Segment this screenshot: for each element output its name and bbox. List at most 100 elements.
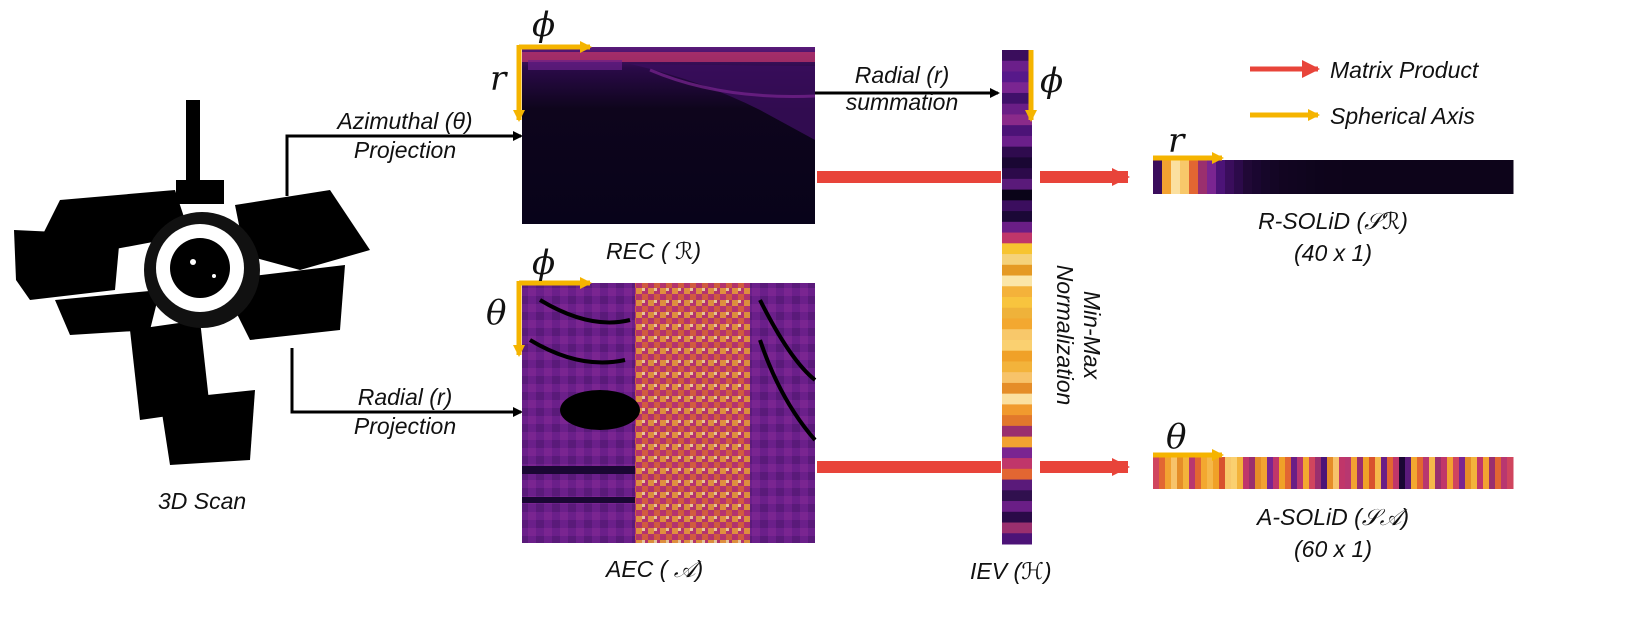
azimuthal-line2: Projection xyxy=(353,137,457,163)
r-solid-strip xyxy=(1153,160,1514,194)
a-solid-cell xyxy=(1249,457,1256,489)
aec-spherical-axes xyxy=(513,277,592,357)
r-solid-cell xyxy=(1504,160,1514,194)
iev-cell xyxy=(1002,468,1032,481)
iev-cell xyxy=(1002,135,1032,148)
a-solid-cell xyxy=(1447,457,1454,489)
iev-cell xyxy=(1002,372,1032,384)
normalization-line2: Normalization xyxy=(1052,264,1078,406)
iev-cell xyxy=(1002,82,1032,94)
r-solid-cell xyxy=(1432,160,1442,194)
a-solid-cell xyxy=(1357,457,1364,489)
a-solid-cell xyxy=(1453,457,1460,489)
iev-cell xyxy=(1002,425,1032,438)
a-solid-cell xyxy=(1153,457,1160,489)
r-solid-cell xyxy=(1405,160,1415,194)
iev-cell xyxy=(1002,146,1032,158)
iev-cell xyxy=(1002,479,1032,491)
iev-cell xyxy=(1002,307,1032,319)
iev-cell xyxy=(1002,189,1032,201)
radial-proj-line1: Radial (r) xyxy=(357,384,453,410)
a-solid-cell xyxy=(1207,457,1214,489)
iev-cell xyxy=(1002,50,1032,62)
a-solid-cell xyxy=(1177,457,1184,489)
iev-cell xyxy=(1002,114,1032,126)
a-solid-cell xyxy=(1351,457,1358,489)
iev-cell xyxy=(1002,533,1032,545)
iev-cell xyxy=(1002,339,1032,352)
r-solid-cell xyxy=(1396,160,1406,194)
r-solid-cell xyxy=(1315,160,1325,194)
a-solid-title: A-SOLiD (𝒮𝒜) xyxy=(1256,504,1409,530)
a-solid-cell xyxy=(1363,457,1370,489)
iev-cell xyxy=(1002,221,1032,234)
iev-cell xyxy=(1002,168,1032,180)
r-solid-cell xyxy=(1252,160,1262,194)
a-solid-cell xyxy=(1267,457,1274,489)
r-solid-title: R-SOLiD (𝒮ℛ) xyxy=(1258,208,1408,234)
point-cloud-scan xyxy=(14,100,370,465)
r-solid-cell xyxy=(1495,160,1505,194)
a-solid-cell xyxy=(1171,457,1178,489)
rec-heatmap xyxy=(522,47,816,224)
a-solid-cell xyxy=(1339,457,1346,489)
azimuthal-projection-label: Azimuthal (θ) Projection xyxy=(300,110,510,162)
a-solid-cell xyxy=(1477,457,1484,489)
r-solid-cell xyxy=(1198,160,1208,194)
a-solid-cell xyxy=(1375,457,1382,489)
r-solid-cell xyxy=(1279,160,1289,194)
a-solid-cell xyxy=(1297,457,1304,489)
iev-cell xyxy=(1002,254,1032,266)
a-solid-cell xyxy=(1165,457,1172,489)
aec-theta-symbol: θ xyxy=(486,293,507,333)
r-solid-cell xyxy=(1216,160,1226,194)
iev-cell xyxy=(1002,200,1032,212)
a-solid-cell xyxy=(1183,457,1190,489)
iev-cell xyxy=(1002,71,1032,83)
r-solid-cell xyxy=(1162,160,1172,194)
iev-cell xyxy=(1002,103,1032,115)
iev-cell xyxy=(1002,490,1032,502)
r-solid-cell xyxy=(1477,160,1487,194)
r-solid-cell xyxy=(1171,160,1181,194)
a-solid-cell xyxy=(1285,457,1292,489)
a-solid-cell xyxy=(1435,457,1442,489)
r-solid-cell xyxy=(1243,160,1253,194)
a-solid-cell xyxy=(1195,457,1202,489)
iev-cell xyxy=(1002,318,1032,330)
r-solid-cell xyxy=(1288,160,1298,194)
a-solid-strip xyxy=(1153,457,1514,489)
iev-vector-strip xyxy=(1002,50,1032,545)
iev-cell xyxy=(1002,329,1032,341)
iev-cell xyxy=(1002,157,1032,169)
rec-phi-symbol: ϕ xyxy=(532,5,556,45)
a-solid-cell xyxy=(1309,457,1316,489)
normalization-line1: Min-Max xyxy=(1079,290,1105,380)
aec-label: AEC ( 𝒜) xyxy=(606,556,704,582)
a-solid-cell xyxy=(1231,457,1238,489)
a-solid-cell xyxy=(1219,457,1226,489)
radial-projection-arrow xyxy=(290,348,523,417)
iev-cell xyxy=(1002,275,1032,287)
a-solid-cell xyxy=(1495,457,1502,489)
a-solid-cell xyxy=(1381,457,1388,489)
a-solid-size: (60 x 1) xyxy=(1294,536,1372,562)
iev-cell xyxy=(1002,125,1032,137)
iev-label: IEV (ℋ) xyxy=(970,558,1052,584)
a-solid-cell xyxy=(1243,457,1250,489)
iev-cell xyxy=(1002,264,1032,277)
a-solid-cell xyxy=(1159,457,1166,489)
r-solid-cell xyxy=(1378,160,1388,194)
a-solid-cell xyxy=(1225,457,1232,489)
r-solid-cell xyxy=(1270,160,1280,194)
iev-cell xyxy=(1002,447,1032,459)
a-solid-cell xyxy=(1507,457,1514,489)
r-solid-cell xyxy=(1207,160,1217,194)
aec-heatmap xyxy=(522,283,817,543)
iev-cell xyxy=(1002,415,1032,427)
a-solid-cell xyxy=(1405,457,1412,489)
r-solid-cell xyxy=(1333,160,1343,194)
r-solid-cell xyxy=(1351,160,1361,194)
iev-cell xyxy=(1002,211,1032,223)
